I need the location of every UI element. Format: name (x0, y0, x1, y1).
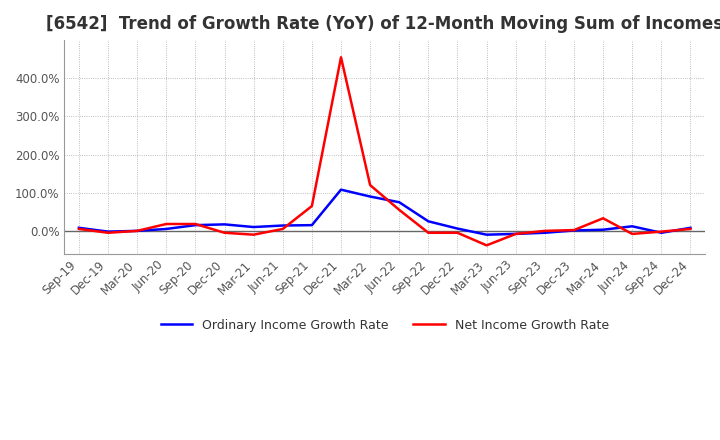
Net Income Growth Rate (307, 203, 316, 209)
Ordinary Income Growth Rate (395, 200, 404, 205)
Ordinary Income Growth Rate (424, 219, 433, 224)
Ordinary Income Growth Rate (482, 232, 491, 237)
Legend: Ordinary Income Growth Rate, Net Income Growth Rate: Ordinary Income Growth Rate, Net Income … (156, 314, 613, 337)
Net Income Growth Rate (395, 207, 404, 213)
Ordinary Income Growth Rate (279, 223, 287, 228)
Net Income Growth Rate (191, 221, 199, 227)
Ordinary Income Growth Rate (220, 222, 229, 227)
Net Income Growth Rate (366, 183, 374, 188)
Net Income Growth Rate (220, 230, 229, 235)
Net Income Growth Rate (511, 231, 520, 237)
Net Income Growth Rate (657, 229, 666, 234)
Ordinary Income Growth Rate (657, 230, 666, 235)
Net Income Growth Rate (482, 243, 491, 248)
Ordinary Income Growth Rate (191, 223, 199, 228)
Ordinary Income Growth Rate (104, 229, 112, 234)
Net Income Growth Rate (628, 231, 636, 237)
Net Income Growth Rate (541, 228, 549, 234)
Net Income Growth Rate (570, 227, 578, 233)
Ordinary Income Growth Rate (570, 228, 578, 233)
Ordinary Income Growth Rate (307, 223, 316, 228)
Net Income Growth Rate (337, 55, 346, 60)
Ordinary Income Growth Rate (337, 187, 346, 192)
Ordinary Income Growth Rate (541, 230, 549, 235)
Ordinary Income Growth Rate (133, 228, 142, 234)
Ordinary Income Growth Rate (599, 227, 608, 232)
Title: [6542]  Trend of Growth Rate (YoY) of 12-Month Moving Sum of Incomes: [6542] Trend of Growth Rate (YoY) of 12-… (46, 15, 720, 33)
Net Income Growth Rate (453, 230, 462, 235)
Ordinary Income Growth Rate (511, 231, 520, 237)
Ordinary Income Growth Rate (75, 225, 84, 231)
Net Income Growth Rate (424, 230, 433, 235)
Net Income Growth Rate (599, 216, 608, 221)
Line: Net Income Growth Rate: Net Income Growth Rate (79, 57, 690, 246)
Ordinary Income Growth Rate (453, 226, 462, 231)
Net Income Growth Rate (104, 230, 112, 235)
Net Income Growth Rate (162, 221, 171, 227)
Ordinary Income Growth Rate (249, 224, 258, 230)
Net Income Growth Rate (686, 226, 695, 231)
Ordinary Income Growth Rate (366, 194, 374, 199)
Ordinary Income Growth Rate (628, 224, 636, 229)
Ordinary Income Growth Rate (162, 226, 171, 231)
Net Income Growth Rate (133, 228, 142, 234)
Net Income Growth Rate (249, 232, 258, 237)
Line: Ordinary Income Growth Rate: Ordinary Income Growth Rate (79, 190, 690, 235)
Net Income Growth Rate (279, 226, 287, 231)
Net Income Growth Rate (75, 226, 84, 231)
Ordinary Income Growth Rate (686, 225, 695, 231)
